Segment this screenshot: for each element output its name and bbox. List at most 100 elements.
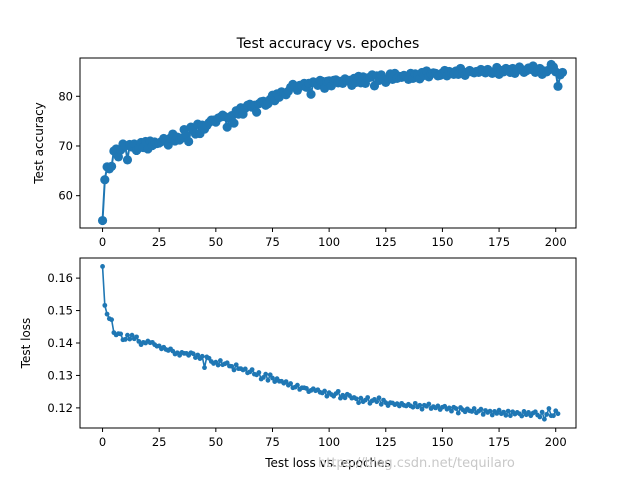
data-point <box>365 395 371 400</box>
data-point <box>184 136 194 147</box>
y-tick-label: 0.12 <box>47 401 73 415</box>
x-tick-label: 175 <box>488 435 510 449</box>
data-point <box>295 382 300 388</box>
x-tick-label: 100 <box>318 235 340 249</box>
data-point <box>283 379 289 385</box>
data-point <box>551 413 556 419</box>
x-tick-label: 200 <box>545 435 567 449</box>
data-point <box>265 377 271 383</box>
data-point <box>505 408 511 414</box>
data-point <box>113 152 124 162</box>
data-point <box>102 302 108 308</box>
x-tick-label: 175 <box>488 235 510 249</box>
data-point <box>378 401 384 407</box>
watermark-text: https://blog.csdn.net/tequilaro <box>318 456 515 471</box>
data-point <box>503 412 509 418</box>
data-point <box>356 400 361 406</box>
data-point <box>455 410 461 416</box>
data-point <box>553 81 563 91</box>
loss-panel: 0 25 50 75 100 125 150 175 200 0.12 0.13 0.14 0.15 0.… <box>19 257 577 470</box>
data-point <box>478 406 484 412</box>
data-point <box>229 118 239 128</box>
data-point <box>508 413 513 419</box>
data-point <box>496 407 502 413</box>
data-point <box>519 413 525 419</box>
y-tick-label: 80 <box>58 89 73 103</box>
data-point <box>376 395 382 401</box>
data-point <box>471 406 477 411</box>
x-tick-label: 150 <box>431 435 453 449</box>
data-point <box>263 371 269 377</box>
data-point <box>358 395 364 401</box>
data-point <box>127 336 133 342</box>
data-point <box>353 396 359 402</box>
data-point <box>544 411 550 417</box>
data-point <box>487 408 493 414</box>
data-point <box>537 414 543 420</box>
data-point <box>306 89 316 99</box>
data-point <box>489 412 495 418</box>
data-point <box>118 331 124 337</box>
accuracy-panel: 0 25 50 75 100 125 150 175 200 60 70 80 Test accurac… <box>32 36 577 249</box>
data-point <box>288 381 294 386</box>
x-tick-label: 125 <box>375 235 397 249</box>
data-point <box>539 409 545 415</box>
x-tick-label: 100 <box>318 435 340 449</box>
x-tick-label: 25 <box>152 235 167 249</box>
x-tick-label: 75 <box>265 235 280 249</box>
data-point <box>195 352 201 358</box>
data-point <box>322 388 327 394</box>
data-point <box>222 122 232 132</box>
chart-title: Test loss vs. epoches <box>264 456 391 470</box>
data-point <box>229 363 235 369</box>
x-tick-label: 25 <box>152 435 167 449</box>
chart-title: Test accuracy vs. epoches <box>236 36 420 52</box>
y-tick-label: 0.13 <box>47 368 73 382</box>
y-tick-label: 0.16 <box>47 271 73 285</box>
data-point <box>335 388 341 394</box>
x-tick-label: 150 <box>431 235 453 249</box>
data-point <box>270 375 275 381</box>
data-point <box>122 337 128 342</box>
y-axis-label: Test loss <box>19 318 33 370</box>
y-tick-label: 0.14 <box>47 336 73 350</box>
data-point <box>412 400 418 406</box>
data-point <box>217 358 223 363</box>
data-point <box>555 411 561 417</box>
data-point <box>215 362 221 368</box>
data-point <box>97 215 108 226</box>
data-point <box>199 353 205 359</box>
data-point <box>233 362 239 368</box>
data-point <box>100 175 110 185</box>
data-point <box>107 161 117 171</box>
data-point <box>104 311 110 317</box>
data-point <box>202 365 207 371</box>
data-point <box>125 332 130 338</box>
data-point <box>541 416 547 422</box>
data-point <box>122 155 133 165</box>
data-point <box>417 402 423 408</box>
data-point <box>419 406 425 412</box>
data-point <box>374 399 380 405</box>
x-tick-label: 75 <box>265 435 280 449</box>
data-point <box>100 264 105 269</box>
y-tick-label: 70 <box>58 139 73 153</box>
x-tick-label: 125 <box>375 435 397 449</box>
data-point <box>190 351 196 357</box>
data-point <box>480 411 486 417</box>
data-point <box>249 367 255 372</box>
data-point <box>231 367 237 373</box>
y-tick-label: 60 <box>58 189 73 203</box>
data-point <box>256 370 262 375</box>
data-point <box>129 332 135 338</box>
x-tick-label: 50 <box>209 435 224 449</box>
x-tick-label: 200 <box>545 235 567 249</box>
y-axis-label: Test accuracy <box>32 102 46 185</box>
data-point <box>324 393 330 399</box>
data-point <box>109 317 115 323</box>
data-point <box>449 408 454 414</box>
x-tick-label: 0 <box>99 435 106 449</box>
data-point <box>453 406 459 411</box>
data-point <box>435 403 441 409</box>
